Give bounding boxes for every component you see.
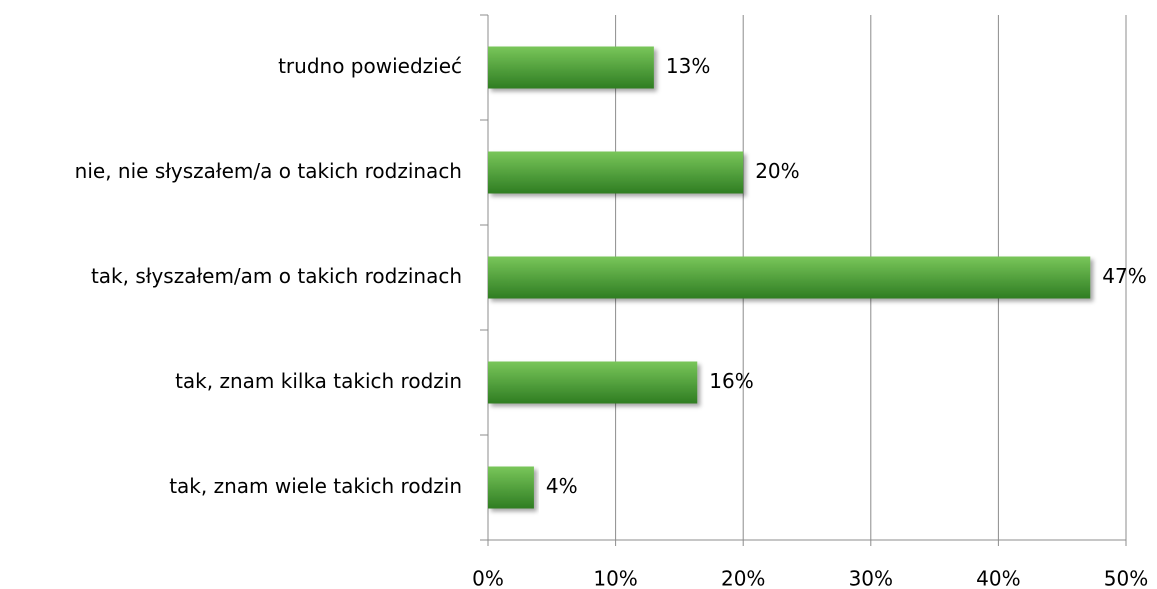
bar [488, 361, 698, 404]
x-tick-label: 20% [721, 567, 765, 589]
data-label: 16% [709, 369, 753, 393]
x-tick-label: 40% [976, 567, 1020, 589]
data-label: 4% [546, 474, 578, 498]
y-tick-label: tak, znam kilka takich rodzin [175, 369, 462, 393]
y-tick-label: nie, nie słyszałem/a o takich rodzinach [75, 159, 462, 183]
x-tick-label: 50% [1104, 567, 1148, 589]
y-tick-label: tak, znam wiele takich rodzin [169, 474, 462, 498]
bar [488, 466, 534, 509]
data-label: 47% [1102, 264, 1146, 288]
y-tick-label: trudno powiedzieć [278, 54, 462, 78]
x-tick-label: 30% [849, 567, 893, 589]
y-tick-label: tak, słyszałem/am o takich rodzinach [91, 264, 462, 288]
x-tick-label: 0% [472, 567, 504, 589]
x-tick-label: 10% [593, 567, 637, 589]
data-label: 20% [755, 159, 799, 183]
bar [488, 46, 654, 89]
bar [488, 256, 1091, 299]
data-label: 13% [666, 54, 710, 78]
bar [488, 151, 744, 194]
